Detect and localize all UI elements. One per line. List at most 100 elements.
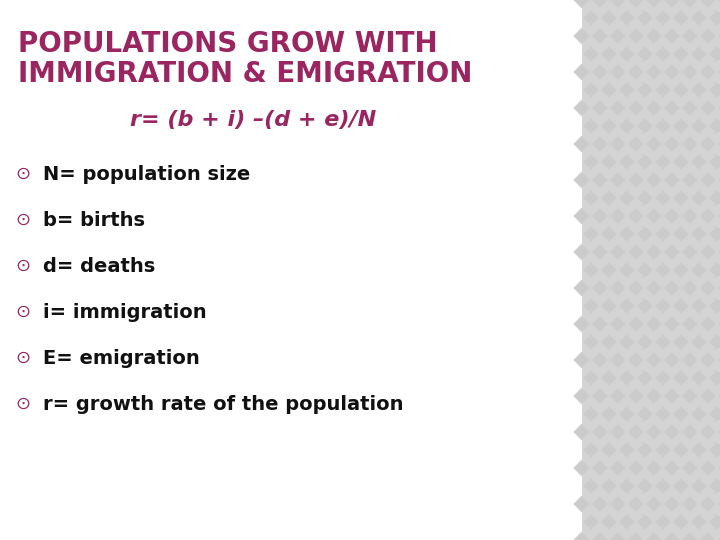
Polygon shape [574, 28, 590, 44]
Polygon shape [610, 316, 626, 332]
Polygon shape [700, 532, 716, 540]
Polygon shape [636, 118, 653, 134]
Polygon shape [672, 82, 689, 98]
Polygon shape [646, 100, 662, 116]
Polygon shape [618, 298, 635, 314]
Polygon shape [574, 100, 590, 116]
Polygon shape [664, 316, 680, 332]
Polygon shape [592, 64, 608, 80]
Polygon shape [628, 352, 644, 368]
Polygon shape [574, 136, 590, 152]
Polygon shape [646, 496, 662, 512]
Polygon shape [654, 298, 671, 314]
Polygon shape [690, 370, 707, 386]
Polygon shape [636, 514, 653, 530]
Polygon shape [600, 82, 617, 98]
Polygon shape [610, 532, 626, 540]
Polygon shape [646, 460, 662, 476]
Polygon shape [700, 388, 716, 404]
Polygon shape [700, 64, 716, 80]
Text: r= (b + i) –(d + e)/N: r= (b + i) –(d + e)/N [130, 110, 377, 130]
Polygon shape [574, 0, 590, 8]
Polygon shape [618, 514, 635, 530]
Polygon shape [646, 424, 662, 440]
Polygon shape [700, 100, 716, 116]
Polygon shape [646, 28, 662, 44]
Polygon shape [618, 118, 635, 134]
Polygon shape [592, 28, 608, 44]
Polygon shape [610, 64, 626, 80]
Polygon shape [654, 514, 671, 530]
Polygon shape [618, 262, 635, 278]
Polygon shape [672, 514, 689, 530]
Polygon shape [672, 262, 689, 278]
Polygon shape [682, 496, 698, 512]
Polygon shape [690, 46, 707, 62]
Polygon shape [592, 136, 608, 152]
Polygon shape [664, 100, 680, 116]
Polygon shape [672, 118, 689, 134]
Polygon shape [708, 154, 720, 170]
Polygon shape [600, 370, 617, 386]
Polygon shape [646, 244, 662, 260]
Text: ⊙: ⊙ [15, 395, 30, 413]
Polygon shape [690, 406, 707, 422]
Polygon shape [718, 64, 720, 80]
Polygon shape [646, 316, 662, 332]
Polygon shape [600, 514, 617, 530]
Polygon shape [600, 298, 617, 314]
Polygon shape [610, 244, 626, 260]
Polygon shape [718, 208, 720, 224]
Polygon shape [618, 406, 635, 422]
Polygon shape [718, 172, 720, 188]
Polygon shape [708, 442, 720, 458]
Polygon shape [700, 496, 716, 512]
Polygon shape [664, 0, 680, 8]
Bar [582, 0, 720, 540]
Polygon shape [610, 424, 626, 440]
Polygon shape [682, 0, 698, 8]
Polygon shape [636, 406, 653, 422]
Text: N= population size: N= population size [43, 165, 251, 184]
Polygon shape [628, 244, 644, 260]
Polygon shape [592, 316, 608, 332]
Polygon shape [618, 478, 635, 494]
Polygon shape [636, 370, 653, 386]
Polygon shape [592, 532, 608, 540]
Polygon shape [672, 370, 689, 386]
Polygon shape [664, 532, 680, 540]
Polygon shape [682, 532, 698, 540]
Polygon shape [592, 496, 608, 512]
Polygon shape [592, 172, 608, 188]
Polygon shape [664, 388, 680, 404]
Polygon shape [628, 100, 644, 116]
Polygon shape [654, 154, 671, 170]
Polygon shape [700, 352, 716, 368]
Polygon shape [700, 424, 716, 440]
Polygon shape [654, 10, 671, 26]
Polygon shape [628, 424, 644, 440]
Polygon shape [708, 10, 720, 26]
Polygon shape [582, 262, 599, 278]
Polygon shape [592, 100, 608, 116]
Polygon shape [654, 262, 671, 278]
Polygon shape [690, 262, 707, 278]
Polygon shape [718, 388, 720, 404]
Polygon shape [700, 244, 716, 260]
Polygon shape [628, 496, 644, 512]
Text: d= deaths: d= deaths [43, 257, 156, 276]
Polygon shape [682, 64, 698, 80]
Polygon shape [574, 208, 590, 224]
Polygon shape [636, 82, 653, 98]
Polygon shape [628, 28, 644, 44]
Polygon shape [628, 388, 644, 404]
Polygon shape [574, 388, 590, 404]
Polygon shape [582, 442, 599, 458]
Polygon shape [682, 388, 698, 404]
Polygon shape [636, 442, 653, 458]
Polygon shape [618, 154, 635, 170]
Polygon shape [672, 406, 689, 422]
Polygon shape [600, 406, 617, 422]
Polygon shape [682, 244, 698, 260]
Polygon shape [574, 316, 590, 332]
